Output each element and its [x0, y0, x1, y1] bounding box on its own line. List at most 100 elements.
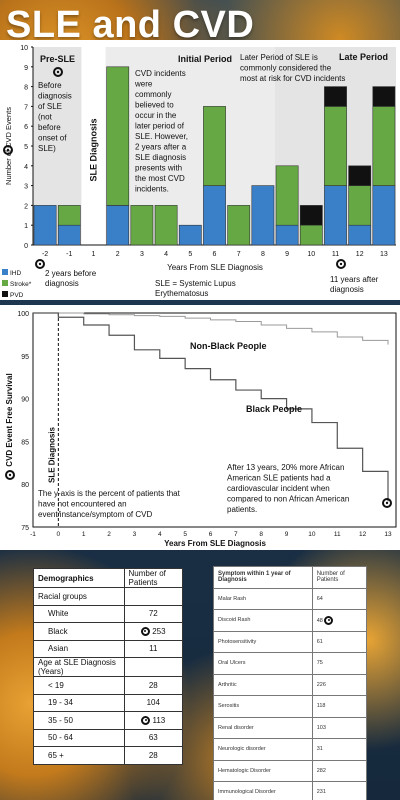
demographics-value-cell	[123, 587, 184, 606]
x-tick-label: 5	[188, 251, 192, 258]
pre-note-line: of SLE	[38, 102, 62, 111]
series-label-black: Black People	[246, 404, 302, 414]
series-label-non-black: Non-Black People	[190, 341, 267, 351]
symptoms-label-cell: Renal disorder	[213, 716, 313, 739]
table-row: 19 - 34 104	[33, 693, 184, 712]
symptoms-label-cell: Discoid Rash	[213, 609, 313, 632]
bar-stroke	[203, 106, 226, 186]
symptoms-value-cell: 118	[311, 695, 368, 718]
bar-stroke	[57, 205, 81, 226]
late-note-line: commonly considered the	[240, 64, 332, 73]
y-tick-label: 6	[24, 124, 28, 131]
x-tick-label: 0	[57, 531, 61, 538]
y-tick-label: 1	[24, 223, 28, 230]
x-tick-label: -1	[66, 251, 72, 258]
x-tick-label: 6	[209, 531, 213, 538]
y-tick-label: 9	[24, 65, 28, 72]
symptoms-header-row: Symptom within 1 year of Diagnosis Number…	[213, 566, 368, 589]
table-row: Neurologic disorder 31	[213, 738, 368, 761]
demographics-header-row: Demographics Number of Patients	[33, 568, 184, 588]
symptoms-header-cell: Number of Patients	[311, 566, 368, 589]
cvd-note-line: believed to	[135, 101, 174, 110]
table-row: 65 +28	[33, 746, 184, 765]
cvd-note-line: commonly	[135, 90, 171, 99]
x-tick-label: 8	[261, 251, 265, 258]
cvd-note-line: were	[134, 80, 153, 89]
bar-stroke	[106, 66, 130, 206]
yaxis-note-line: The y-axis is the percent of patients th…	[38, 489, 181, 498]
pre-sle-label: Pre-SLE	[40, 54, 75, 64]
symptoms-label-cell: Oral Ulcers	[213, 652, 313, 675]
x-tick-label: 13	[384, 531, 392, 538]
bar-ihd	[178, 224, 202, 246]
x-tick-label: 8	[259, 531, 263, 538]
table-row: Racial groups	[33, 587, 184, 606]
late-note-line: most at risk for CVD incidents	[240, 74, 345, 83]
symptoms-label-cell: Hematologic Disorder	[213, 759, 313, 782]
demographics-table: Demographics Number of Patients Racial gro…	[33, 568, 184, 765]
x-tick-label: 2	[116, 251, 120, 258]
symptoms-value-cell: 231	[311, 781, 368, 800]
highlight-circle-marker	[140, 626, 150, 636]
y-tick-label: 4	[24, 164, 28, 171]
x-tick-label: 7	[234, 531, 238, 538]
y-axis-circle-marker-dot	[6, 148, 10, 152]
table-row: Renal disorder 103	[213, 716, 368, 739]
bar-ihd	[348, 224, 372, 246]
demographics-label-cell: Age at SLE Diagnosis (Years)	[33, 657, 125, 677]
highlight-circle-marker	[141, 715, 151, 725]
table-row: 50 - 64 63	[33, 728, 184, 747]
symptoms-label-cell: Arthritic	[213, 673, 313, 696]
y-axis-circle-marker-dot	[8, 473, 12, 477]
symptoms-table: Symptom within 1 year of Diagnosis Number…	[213, 566, 368, 800]
table-row: Malar Rash 64	[213, 587, 368, 610]
x-tick-label: 13	[380, 251, 388, 258]
demographics-label-cell: Racial groups	[33, 587, 125, 606]
table-row: Age at SLE Diagnosis (Years)	[33, 657, 184, 677]
bar-stroke	[299, 224, 323, 246]
table-row: Hematologic Disorder 282	[213, 759, 368, 782]
below-right-circle-marker-dot	[339, 262, 343, 266]
table-row: < 19 28	[33, 676, 184, 695]
demographics-value-cell: 63	[123, 728, 184, 747]
table-row: Photosensitivity 61	[213, 630, 368, 653]
page-title: SLE and CVD	[6, 4, 255, 46]
gap-note-line: American SLE patients had a	[227, 474, 331, 483]
demographics-value-cell: 28	[123, 746, 184, 765]
below-right-line: 11 years after	[330, 275, 379, 284]
table-row: Black 253	[33, 622, 184, 641]
demographics-label-cell: Asian	[33, 639, 125, 658]
symptoms-value-cell: 282	[311, 759, 368, 782]
below-mid-line: SLE = Systemic Lupus	[155, 279, 236, 288]
y-tick-label: 5	[24, 144, 28, 151]
symptoms-value: 48	[316, 617, 323, 624]
y-tick-label: 100	[17, 311, 29, 318]
symptoms-label-cell: Malar Rash	[213, 587, 313, 610]
legend-label: IHD	[10, 270, 22, 277]
pre-note-line: onset of	[38, 134, 67, 143]
cvd-note-line: presents with	[135, 164, 182, 173]
below-left-circle-marker-dot	[38, 262, 42, 266]
bar-pvd	[299, 205, 323, 226]
symptoms-label-cell: Neurologic disorder	[213, 738, 313, 761]
yaxis-note-line: event/instance/symptom of CVD	[38, 510, 152, 519]
symptoms-value-cell: 75	[311, 652, 368, 675]
initial-period-label: Initial Period	[178, 54, 232, 64]
demographics-label-cell: 19 - 34	[33, 693, 125, 712]
demographics-label-cell: White	[33, 604, 125, 623]
demographics-value-cell: 113	[123, 711, 184, 730]
demographics-label-cell: 35 - 50	[33, 711, 125, 730]
bar-stroke	[348, 185, 372, 226]
cvd-note-line: 2 years after a	[135, 143, 187, 152]
bar-ihd	[372, 185, 396, 246]
bar-pvd	[348, 165, 372, 186]
symptoms-value-cell: 226	[311, 673, 368, 696]
demographics-label-cell: 50 - 64	[33, 728, 125, 747]
demographics-label-cell: Black	[33, 622, 125, 641]
x-tick-label: 1	[82, 531, 86, 538]
cvd-note-line: SLE diagnosis	[135, 153, 186, 162]
cvd-note-line: later period of	[135, 122, 185, 131]
x-tick-label: 10	[308, 531, 316, 538]
legend-label: Stroke*	[10, 281, 32, 288]
gap-circle-marker	[382, 498, 392, 508]
